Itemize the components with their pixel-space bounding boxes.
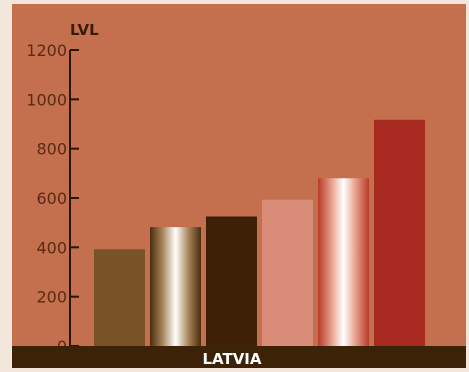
bar-1 bbox=[94, 249, 145, 346]
category-label: LATVIA bbox=[202, 350, 261, 368]
bar-2 bbox=[150, 227, 201, 346]
bar-4 bbox=[262, 199, 313, 346]
y-tick-label: 200 bbox=[36, 288, 67, 307]
y-tick-label: 800 bbox=[36, 140, 67, 159]
category-band bbox=[12, 346, 466, 368]
y-tick-label: 1000 bbox=[26, 90, 67, 109]
bar-5 bbox=[318, 178, 369, 346]
y-tick-label: 1200 bbox=[26, 41, 67, 60]
y-tick-label: 400 bbox=[36, 238, 67, 257]
y-axis-title: LVL bbox=[70, 21, 99, 39]
y-tick-label: 600 bbox=[36, 189, 67, 208]
bar-6 bbox=[374, 119, 425, 346]
bar-3 bbox=[206, 216, 257, 346]
bars-group bbox=[94, 119, 425, 346]
